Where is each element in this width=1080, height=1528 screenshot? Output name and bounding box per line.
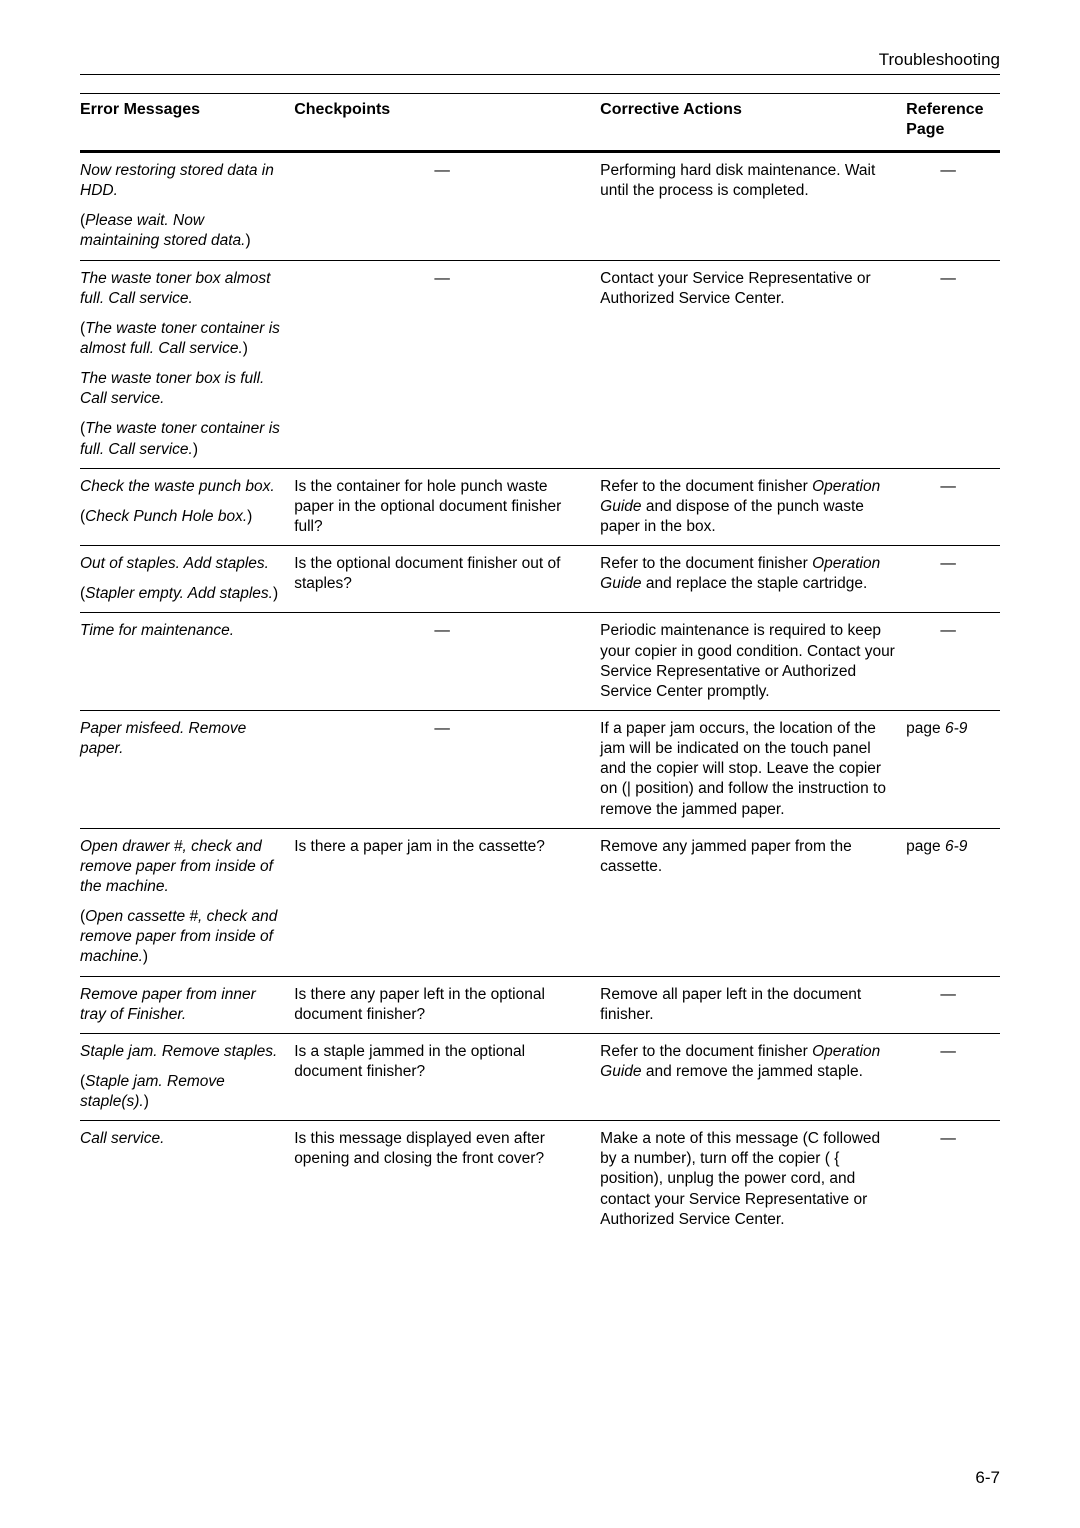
reference: — <box>906 260 1000 468</box>
error-msg-alt: (The waste toner container is almost ful… <box>80 319 284 359</box>
action: Refer to the document finisher Operation… <box>600 546 906 613</box>
action: Periodic maintenance is required to keep… <box>600 613 906 711</box>
checkpoint: — <box>294 152 600 261</box>
checkpoint: Is this message displayed even after ope… <box>294 1121 600 1238</box>
th-error: Error Messages <box>80 94 294 152</box>
reference: — <box>906 976 1000 1033</box>
table-row: Paper misfeed. Remove paper. — If a pape… <box>80 710 1000 828</box>
table-row: Out of staples. Add staples. (Stapler em… <box>80 546 1000 613</box>
reference: page 6-9 <box>906 828 1000 976</box>
troubleshooting-table: Error Messages Checkpoints Corrective Ac… <box>80 93 1000 1238</box>
action: Refer to the document finisher Operation… <box>600 468 906 545</box>
checkpoint: Is a staple jammed in the optional docum… <box>294 1033 600 1120</box>
checkpoint: — <box>294 613 600 711</box>
error-msg: Paper misfeed. Remove paper. <box>80 719 284 759</box>
table-row: The waste toner box almost full. Call se… <box>80 260 1000 468</box>
table-row: Remove paper from inner tray of Finisher… <box>80 976 1000 1033</box>
checkpoint: Is the optional document finisher out of… <box>294 546 600 613</box>
reference: — <box>906 613 1000 711</box>
reference: page 6-9 <box>906 710 1000 828</box>
table-row: Staple jam. Remove staples. (Staple jam.… <box>80 1033 1000 1120</box>
error-msg: Check the waste punch box. <box>80 477 284 497</box>
reference: — <box>906 152 1000 261</box>
error-msg-alt: (Staple jam. Remove staple(s).) <box>80 1072 284 1112</box>
error-msg-alt: (Open cassette #, check and remove paper… <box>80 907 284 967</box>
error-msg: The waste toner box almost full. Call se… <box>80 269 284 309</box>
action: Performing hard disk maintenance. Wait u… <box>600 152 906 261</box>
action: Remove all paper left in the document fi… <box>600 976 906 1033</box>
error-msg: Open drawer #, check and remove paper fr… <box>80 837 284 897</box>
error-msg-alt: (Stapler empty. Add staples.) <box>80 584 284 604</box>
reference: — <box>906 546 1000 613</box>
error-msg: Out of staples. Add staples. <box>80 554 284 574</box>
error-msg: The waste toner box is full. Call servic… <box>80 369 284 409</box>
error-msg: Now restoring stored data in HDD. <box>80 161 284 201</box>
action: Remove any jammed paper from the cassett… <box>600 828 906 976</box>
th-action: Corrective Actions <box>600 94 906 152</box>
table-row: Call service. Is this message displayed … <box>80 1121 1000 1238</box>
action: Refer to the document finisher Operation… <box>600 1033 906 1120</box>
action: Make a note of this message (C followed … <box>600 1121 906 1238</box>
table-row: Check the waste punch box. (Check Punch … <box>80 468 1000 545</box>
reference: — <box>906 468 1000 545</box>
page-number: 6-7 <box>975 1468 1000 1488</box>
th-ref: Reference Page <box>906 94 1000 152</box>
error-msg-alt: (Check Punch Hole box.) <box>80 507 284 527</box>
action: If a paper jam occurs, the location of t… <box>600 710 906 828</box>
error-msg-alt: (Please wait. Now maintaining stored dat… <box>80 211 284 251</box>
checkpoint: Is the container for hole punch waste pa… <box>294 468 600 545</box>
checkpoint: Is there a paper jam in the cassette? <box>294 828 600 976</box>
th-check: Checkpoints <box>294 94 600 152</box>
section-header: Troubleshooting <box>80 50 1000 75</box>
reference: — <box>906 1121 1000 1238</box>
checkpoint: — <box>294 260 600 468</box>
reference: — <box>906 1033 1000 1120</box>
error-msg-alt: (The waste toner container is full. Call… <box>80 419 284 459</box>
error-msg: Staple jam. Remove staples. <box>80 1042 284 1062</box>
checkpoint: — <box>294 710 600 828</box>
checkpoint: Is there any paper left in the optional … <box>294 976 600 1033</box>
error-msg: Time for maintenance. <box>80 621 284 641</box>
error-msg: Call service. <box>80 1129 284 1149</box>
error-msg: Remove paper from inner tray of Finisher… <box>80 985 284 1025</box>
table-row: Open drawer #, check and remove paper fr… <box>80 828 1000 976</box>
action: Contact your Service Representative or A… <box>600 260 906 468</box>
table-row: Time for maintenance. — Periodic mainten… <box>80 613 1000 711</box>
table-row: Now restoring stored data in HDD. (Pleas… <box>80 152 1000 261</box>
